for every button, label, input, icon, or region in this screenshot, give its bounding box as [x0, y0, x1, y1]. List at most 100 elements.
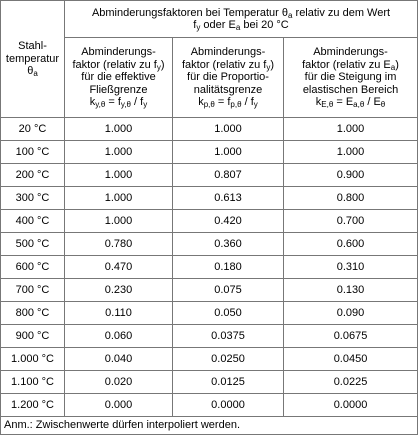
temperature-cell: 1.200 °C	[0, 393, 65, 417]
factor-cell: 0.050	[172, 301, 284, 325]
text: bei 20 °C	[240, 19, 289, 31]
temperature-cell: 1.100 °C	[0, 370, 65, 394]
data-row: 700 °C 0.230 0.075 0.130	[0, 278, 419, 302]
factor-cell: 0.0450	[282, 347, 419, 371]
subscript: a	[390, 62, 396, 72]
header-row: Abminderungs-faktor (relativ zu fy) für d…	[1, 37, 419, 118]
text-line: temperatur	[2, 53, 64, 66]
factor-cell: 0.800	[282, 186, 419, 210]
text: )	[160, 58, 165, 71]
data-row: 600 °C 0.470 0.180 0.310	[0, 255, 419, 279]
text: Abminderungs-	[313, 46, 388, 59]
subscript: y	[196, 23, 201, 32]
subscript: y	[253, 100, 258, 110]
data-row: 1.100 °C 0.020 0.0125 0.0225	[0, 370, 419, 394]
text-line: nalitätsgrenze	[174, 84, 283, 97]
subscript: y	[143, 100, 148, 110]
text-line: für die Proportio-	[174, 71, 283, 84]
text-line: Abminderungs-	[174, 46, 283, 59]
subscript: a,θ	[353, 100, 365, 110]
text: k	[89, 96, 96, 109]
text: für die Steigung im	[304, 71, 397, 84]
factor-cell: 0.040	[64, 347, 173, 371]
factor-cell: 0.600	[282, 232, 419, 256]
factor-cell: 0.130	[282, 278, 419, 302]
factor-cell: 1.000	[172, 117, 284, 141]
text-line: elastischen Bereich	[285, 83, 417, 97]
factor-cell: 1.000	[64, 117, 173, 141]
note-row: Anm.: Zwischenwerte dürfen interpoliert …	[0, 416, 419, 435]
subscript: p,θ	[203, 100, 215, 110]
text: Stahl-	[18, 40, 47, 53]
factor-cell: 0.470	[64, 255, 173, 279]
factor-cell: 1.000	[64, 140, 173, 164]
factor-cell: 0.0125	[172, 370, 284, 394]
text: = f	[214, 96, 231, 109]
reduction-factor-table: Stahl-temperatur θa Abminderungsfaktoren b…	[0, 0, 419, 435]
subscript: p,θ	[230, 100, 242, 110]
data-row: 100 °C 1.000 1.000 1.000	[0, 140, 419, 164]
factor-cell: 0.0375	[172, 324, 284, 348]
factor-cell: 0.900	[282, 163, 419, 187]
factor-cell: 0.0000	[282, 393, 419, 417]
text: elastischen Bereich	[302, 83, 399, 96]
temperature-cell: 20 °C	[0, 117, 65, 141]
text: faktor (relativ zu E	[302, 58, 391, 71]
factor-cell: 0.020	[64, 370, 173, 394]
factor-cell: 0.000	[64, 393, 173, 417]
factor-cell: 0.180	[172, 255, 284, 279]
data-row: 500 °C 0.780 0.360 0.600	[0, 232, 419, 256]
factor-cell: 0.0675	[282, 324, 419, 348]
text: Abminderungs-	[81, 46, 156, 59]
subscript: y	[266, 62, 271, 72]
text: θ	[27, 65, 34, 78]
text: relativ zu dem Wert	[292, 6, 391, 19]
text: = f	[105, 96, 121, 109]
factor-cell: 0.613	[172, 186, 284, 210]
note: Anm.: Zwischenwerte dürfen interpoliert …	[0, 416, 419, 435]
text: / f	[241, 96, 254, 109]
factor-cell: 1.000	[172, 140, 284, 164]
header-row: Stahl-temperatur θa Abminderungsfaktoren b…	[0, 0, 419, 118]
text-line: ky,θ = fy,θ / fy	[66, 96, 172, 110]
factor-cell: 1.000	[282, 117, 419, 141]
factor-cell: 0.230	[64, 278, 173, 302]
factor-cell: 0.700	[282, 209, 419, 233]
text: / f	[131, 96, 144, 109]
factor-cell: 0.0225	[282, 370, 419, 394]
column-header: Abminderungs-faktor (relativ zu fy) für d…	[172, 37, 284, 118]
factor-cell: 1.000	[282, 140, 419, 164]
subscript: y,θ	[120, 100, 131, 110]
factor-cell: 0.075	[172, 278, 284, 302]
text-line: faktor (relativ zu fy)	[174, 58, 283, 72]
factor-cell: 0.420	[172, 209, 284, 233]
temperature-cell: 700 °C	[0, 278, 65, 302]
factor-cell: 0.360	[172, 232, 284, 256]
data-row: 900 °C 0.060 0.0375 0.0675	[0, 324, 419, 348]
text: )	[270, 58, 275, 71]
text: / E	[364, 96, 381, 109]
temperature-cell: 900 °C	[0, 324, 65, 348]
temperature-cell: 500 °C	[0, 232, 65, 256]
subscript: a	[288, 10, 293, 20]
temperature-cell: 800 °C	[0, 301, 65, 325]
text: oder E	[200, 19, 236, 31]
text: Abminderungsfaktoren bei Temperatur θ	[91, 6, 289, 19]
text-line: für die Steigung im	[285, 71, 417, 84]
column-header: Abminderungs-faktor (relativ zu Ea) für d…	[282, 37, 419, 118]
factor-cell: 0.060	[64, 324, 173, 348]
temperature-cell: 600 °C	[0, 255, 65, 279]
temperature-cell: 100 °C	[0, 140, 65, 164]
subscript: y	[156, 62, 161, 72]
factor-cell: 1.000	[64, 209, 173, 233]
data-row: 400 °C 1.000 0.420 0.700	[0, 209, 419, 233]
text-line: Abminderungsfaktoren bei Temperatur θa r…	[66, 6, 417, 20]
text-line: fy oder Ea bei 20 °C	[66, 19, 417, 32]
text: )	[395, 58, 399, 71]
subscript: y,θ	[95, 100, 106, 110]
text: faktor (relativ zu f	[181, 58, 267, 71]
temperature-cell: 1.000 °C	[0, 347, 65, 371]
factor-cell: 1.000	[64, 163, 173, 187]
data-row: 200 °C 1.000 0.807 0.900	[0, 163, 419, 187]
text-line: kE,θ = Ea,θ / Eθ	[285, 96, 417, 110]
